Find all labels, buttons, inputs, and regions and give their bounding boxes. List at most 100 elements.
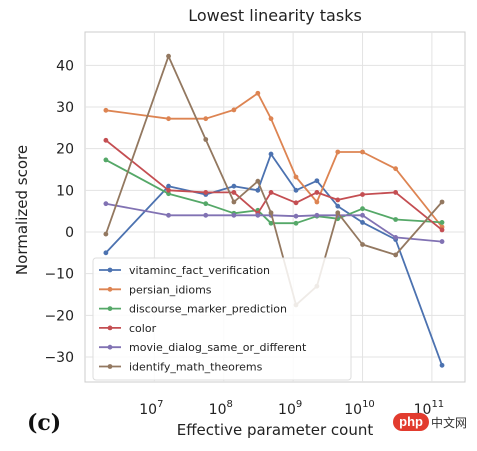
data-point-discourse_marker_prediction <box>360 206 365 212</box>
data-point-identify_math_theorems <box>203 137 209 142</box>
legend-marker-color <box>107 325 113 331</box>
data-point-vitaminc_fact_verification <box>360 220 365 225</box>
data-point-persian_idioms <box>203 116 209 122</box>
data-point-movie_dialog_same_or_different <box>314 212 320 218</box>
data-point-identify_math_theorems <box>166 53 171 59</box>
data-point-identify_math_theorems <box>231 199 237 205</box>
data-point-persian_idioms <box>393 166 399 172</box>
data-point-vitaminc_fact_verification <box>314 178 320 184</box>
legend-marker-identify_math_theorems <box>107 364 113 369</box>
y-tick-label: −20 <box>44 308 74 324</box>
x-tick-label: 108 <box>209 399 233 418</box>
data-point-identify_math_theorems <box>268 210 274 216</box>
data-point-color <box>393 190 399 195</box>
data-point-movie_dialog_same_or_different <box>103 201 109 207</box>
y-tick-label: −30 <box>44 350 74 366</box>
data-point-vitaminc_fact_verification <box>335 203 341 209</box>
data-point-identify_math_theorems <box>360 242 365 247</box>
data-point-movie_dialog_same_or_different <box>360 212 365 218</box>
data-point-movie_dialog_same_or_different <box>203 212 209 218</box>
y-tick-label: 20 <box>56 142 74 158</box>
data-point-persian_idioms <box>335 149 341 155</box>
legend-box <box>92 257 352 381</box>
data-point-vitaminc_fact_verification <box>255 187 261 193</box>
data-point-vitaminc_fact_verification <box>166 183 171 189</box>
data-point-discourse_marker_prediction <box>166 191 171 197</box>
x-axis-label: Effective parameter count <box>176 421 374 439</box>
data-point-persian_idioms <box>268 116 274 122</box>
x-tick-label: 107 <box>139 399 163 418</box>
data-point-persian_idioms <box>166 116 171 122</box>
data-point-movie_dialog_same_or_different <box>255 212 261 218</box>
series-line-discourse_marker_prediction <box>105 159 443 225</box>
watermark: php 中文网 <box>393 412 467 432</box>
x-tick-label: 109 <box>278 399 302 418</box>
y-tick-label: 30 <box>56 100 74 116</box>
data-point-color <box>166 187 171 193</box>
chart-title: Lowest linearity tasks <box>188 6 362 25</box>
data-point-vitaminc_fact_verification <box>439 362 445 368</box>
y-axis-label: Normalized score <box>13 144 31 276</box>
series-line-movie_dialog_same_or_different <box>105 202 443 243</box>
y-tick-label: 0 <box>65 225 74 241</box>
data-point-discourse_marker_prediction <box>103 157 109 163</box>
data-point-discourse_marker_prediction <box>268 220 274 226</box>
data-point-identify_math_theorems <box>393 252 399 258</box>
data-point-color <box>360 192 365 197</box>
data-point-color <box>314 190 320 195</box>
data-point-persian_idioms <box>314 199 320 205</box>
data-point-color <box>439 227 445 233</box>
data-point-vitaminc_fact_verification <box>231 183 237 189</box>
data-point-movie_dialog_same_or_different <box>231 212 237 218</box>
legend-marker-vitaminc_fact_verification <box>107 267 113 273</box>
legend-label-identify_math_theorems: identify_math_theorems <box>129 361 263 374</box>
data-point-persian_idioms <box>255 90 261 96</box>
data-point-color <box>231 190 237 195</box>
series-line-color <box>105 139 443 231</box>
data-point-discourse_marker_prediction <box>203 201 209 207</box>
series-line-persian_idioms <box>105 92 443 228</box>
data-point-identify_math_theorems <box>335 210 341 216</box>
data-point-discourse_marker_prediction <box>293 220 299 226</box>
y-tick-label: −10 <box>44 267 74 283</box>
panel-label: (c) <box>27 410 62 436</box>
legend-label-persian_idioms: persian_idioms <box>129 283 212 296</box>
x-tick-label: 1010 <box>344 399 375 418</box>
data-point-vitaminc_fact_verification <box>268 151 274 157</box>
watermark-text: 中文网 <box>430 415 467 430</box>
data-point-color <box>103 137 109 143</box>
y-tick-label: 40 <box>56 58 74 74</box>
data-point-persian_idioms <box>231 107 237 113</box>
data-point-movie_dialog_same_or_different <box>166 212 171 218</box>
legend-marker-discourse_marker_prediction <box>107 306 113 311</box>
legend-marker-persian_idioms <box>107 286 113 292</box>
legend-label-discourse_marker_prediction: discourse_marker_prediction <box>129 303 287 316</box>
data-point-discourse_marker_prediction <box>439 220 445 225</box>
data-point-color <box>268 190 274 195</box>
data-point-movie_dialog_same_or_different <box>293 213 299 219</box>
legend-label-movie_dialog_same_or_different: movie_dialog_same_or_different <box>129 341 307 354</box>
legend-label-color: color <box>129 322 157 335</box>
data-point-color <box>203 190 209 195</box>
data-point-identify_math_theorems <box>255 178 261 184</box>
series-line-vitaminc_fact_verification <box>105 153 443 366</box>
data-point-persian_idioms <box>103 107 109 113</box>
x-tick-labels: 107 108 109 1010 1011 <box>139 399 444 418</box>
data-point-persian_idioms <box>360 149 365 155</box>
data-point-persian_idioms <box>293 174 299 180</box>
data-point-vitaminc_fact_verification <box>103 250 109 256</box>
data-point-vitaminc_fact_verification <box>293 187 299 193</box>
data-point-color <box>335 197 341 203</box>
data-point-movie_dialog_same_or_different <box>393 235 399 240</box>
watermark-badge: php <box>393 413 429 431</box>
y-tick-labels: −30 −20 −10 0 10 20 30 40 <box>44 58 74 366</box>
legend: vitaminc_fact_verification persian_idioms… <box>92 257 352 381</box>
data-point-color <box>293 200 299 206</box>
data-point-identify_math_theorems <box>439 199 445 205</box>
data-point-movie_dialog_same_or_different <box>439 239 445 244</box>
legend-label-vitaminc_fact_verification: vitaminc_fact_verification <box>129 264 270 277</box>
data-point-discourse_marker_prediction <box>393 217 399 222</box>
data-point-identify_math_theorems <box>103 231 109 237</box>
y-tick-label: 10 <box>56 183 74 199</box>
